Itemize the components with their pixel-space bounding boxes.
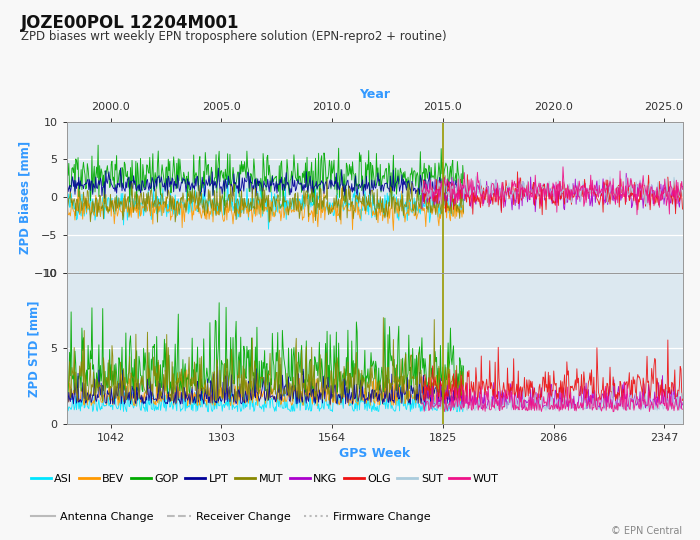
Text: JOZE00POL 12204M001: JOZE00POL 12204M001 [21, 14, 239, 31]
Y-axis label: ZPD Biases [mm]: ZPD Biases [mm] [18, 140, 32, 254]
Text: © EPN Central: © EPN Central [611, 525, 682, 536]
X-axis label: Year: Year [359, 89, 390, 102]
Text: ZPD biases wrt weekly EPN troposphere solution (EPN-repro2 + routine): ZPD biases wrt weekly EPN troposphere so… [21, 30, 447, 43]
X-axis label: GPS Week: GPS Week [339, 447, 410, 460]
Legend: ASI, BEV, GOP, LPT, MUT, NKG, OLG, SUT, WUT: ASI, BEV, GOP, LPT, MUT, NKG, OLG, SUT, … [27, 470, 503, 489]
Legend: Antenna Change, Receiver Change, Firmware Change: Antenna Change, Receiver Change, Firmwar… [27, 508, 435, 526]
Y-axis label: ZPD STD [mm]: ZPD STD [mm] [28, 300, 41, 396]
